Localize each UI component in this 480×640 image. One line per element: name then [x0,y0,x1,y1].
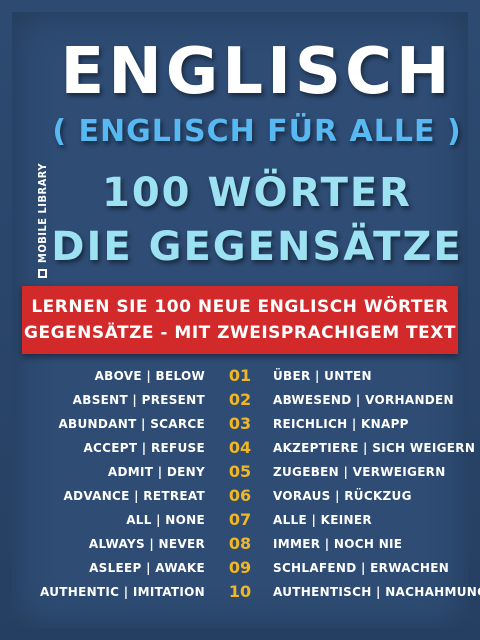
row-number: 04 [228,438,252,457]
german-pair: SCHLAFEND | ERWACHEN [273,561,450,575]
row-number: 05 [228,462,252,481]
banner-line-1: LERNEN SIE 100 NEUE ENGLISCH WÖRTER [31,297,449,317]
english-pair: ACCEPT | REFUSE [83,441,205,455]
row-number: 03 [228,414,252,433]
german-pair: ÜBER | UNTEN [273,369,372,383]
german-pair: IMMER | NOCH NIE [273,537,403,551]
german-pair: ABWESEND | VORHANDEN [273,393,454,407]
word-list: ABOVE | BELOW 01 ÜBER | UNTEN ABSENT | P… [22,364,480,604]
english-pair: ABSENT | PRESENT [72,393,205,407]
row-number: 10 [228,582,252,601]
german-pair: REICHLICH | KNAPP [273,417,409,431]
banner-line-2: GEGENSÄTZE - MIT ZWEISPRACHIGEM TEXT [24,323,456,343]
word-row: ACCEPT | REFUSE 04 AKZEPTIERE | SICH WEI… [22,436,474,460]
english-pair: ADVANCE | RETREAT [63,489,205,503]
title-series: ( ENGLISCH FÜR ALLE ) [52,114,462,149]
english-pair: ABUNDANT | SCARCE [58,417,205,431]
row-number: 06 [228,486,252,505]
row-number: 07 [228,510,252,529]
english-pair: ASLEEP | AWAKE [89,561,205,575]
english-pair: AUTHENTIC | IMITATION [39,585,205,599]
german-pair: VORAUS | RÜCKZUG [273,489,412,503]
english-pair: ALL | NONE [126,513,205,527]
german-pair: ALLE | KEINER [273,513,372,527]
word-row: AUTHENTIC | IMITATION 10 AUTHENTISCH | N… [22,580,480,604]
german-pair: AUTHENTISCH | NACHAHMUNG [273,585,480,599]
word-row: ADVANCE | RETREAT 06 VORAUS | RÜCKZUG [22,484,458,508]
german-pair: ZUGEBEN | VERWEIGERN [273,465,446,479]
word-row: ABUNDANT | SCARCE 03 REICHLICH | KNAPP [22,412,458,436]
english-pair: ALWAYS | NEVER [88,537,205,551]
red-banner: LERNEN SIE 100 NEUE ENGLISCH WÖRTER GEGE… [22,286,458,354]
row-number: 01 [228,366,252,385]
square-icon [38,269,47,278]
english-pair: ABOVE | BELOW [94,369,205,383]
word-row: ASLEEP | AWAKE 09 SCHLAFEND | ERWACHEN [22,556,458,580]
word-row: ALL | NONE 07 ALLE | KEINER [22,508,458,532]
word-row: ABOVE | BELOW 01 ÜBER | UNTEN [22,364,458,388]
row-number: 08 [228,534,252,553]
row-number: 09 [228,558,252,577]
english-pair: ADMIT | DENY [107,465,205,479]
german-pair: AKZEPTIERE | SICH WEIGERN [273,441,476,455]
word-row: ADMIT | DENY 05 ZUGEBEN | VERWEIGERN [22,460,458,484]
title-count: 100 WÖRTER [102,170,412,216]
title-main: ENGLISCH [60,35,454,109]
word-row: ALWAYS | NEVER 08 IMMER | NOCH NIE [22,532,458,556]
word-row: ABSENT | PRESENT 02 ABWESEND | VORHANDEN [22,388,458,412]
row-number: 02 [228,390,252,409]
title-topic: DIE GEGENSÄTZE [51,224,463,270]
